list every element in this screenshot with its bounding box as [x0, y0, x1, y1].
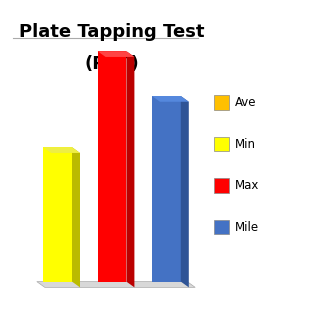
Polygon shape: [126, 51, 134, 287]
Text: Plate Tapping Test: Plate Tapping Test: [19, 23, 205, 41]
Polygon shape: [43, 147, 72, 282]
Polygon shape: [152, 96, 189, 102]
Polygon shape: [43, 147, 80, 153]
Text: Ave: Ave: [235, 96, 257, 109]
Text: Min: Min: [235, 138, 256, 150]
Bar: [214, 179, 229, 193]
Polygon shape: [98, 51, 126, 282]
Text: (PTT): (PTT): [84, 55, 140, 73]
Bar: [214, 220, 229, 234]
Bar: [214, 95, 229, 109]
Text: Mile: Mile: [235, 221, 259, 234]
Polygon shape: [98, 51, 134, 57]
Text: Max: Max: [235, 179, 260, 192]
Polygon shape: [72, 147, 80, 287]
Polygon shape: [181, 96, 189, 287]
Polygon shape: [37, 282, 195, 287]
Bar: [214, 137, 229, 151]
Polygon shape: [152, 96, 181, 282]
